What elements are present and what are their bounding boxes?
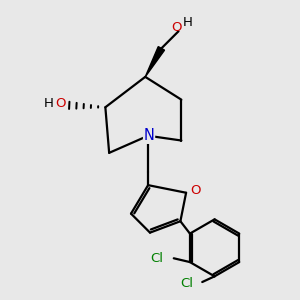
Polygon shape — [145, 46, 164, 77]
Text: Cl: Cl — [150, 252, 163, 265]
Text: Cl: Cl — [181, 278, 194, 290]
Text: O: O — [190, 184, 201, 197]
Text: O: O — [171, 21, 182, 34]
Text: O: O — [55, 97, 65, 110]
Text: N: N — [144, 128, 154, 143]
Text: H: H — [183, 16, 193, 29]
Text: H: H — [44, 97, 54, 110]
